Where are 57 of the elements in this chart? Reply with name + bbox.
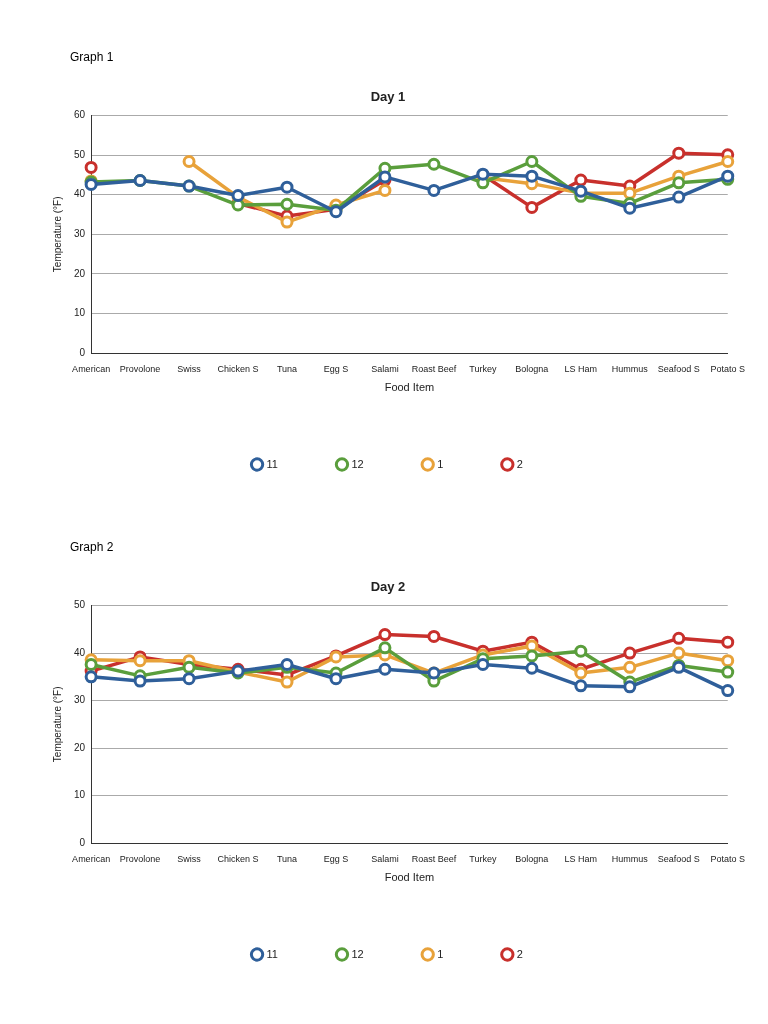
x-tick-label: Tuna [276, 363, 298, 374]
x-tick-label: Chicken S [217, 363, 259, 374]
x-tick-label: Hummus [611, 853, 649, 864]
x-tick-label: Swiss [177, 853, 202, 864]
y-tick-label: 60 [74, 109, 86, 121]
y-tick-label: 0 [79, 346, 86, 358]
legend-label: 12 [351, 457, 364, 470]
x-axis-title: Food Item [384, 381, 435, 394]
chart-title: Day 2 [370, 579, 406, 595]
x-tick-label: American [72, 363, 111, 374]
x-tick-label: Potato S [710, 363, 745, 374]
x-tick-label: Bologna [515, 363, 549, 374]
x-tick-label: LS Ham [564, 363, 598, 374]
y-tick-label: 50 [74, 599, 86, 611]
y-tick-label: 30 [74, 228, 86, 240]
x-tick-label: Bologna [515, 853, 549, 864]
y-axis-title: Temperature (°F) [51, 686, 63, 763]
y-tick-label: 10 [74, 789, 86, 801]
y-tick-label: 30 [74, 694, 86, 706]
x-tick-label: Salami [371, 853, 399, 864]
caption: Graph 1 [70, 50, 115, 64]
x-tick-label: Salami [371, 363, 399, 374]
x-tick-label: Provolone [119, 363, 161, 374]
x-tick-label: Chicken S [217, 853, 259, 864]
x-tick-label: Egg S [323, 853, 349, 864]
x-tick-label: Tuna [276, 853, 298, 864]
x-tick-label: Swiss [177, 363, 202, 374]
x-tick-label: Seafood S [657, 853, 700, 864]
x-tick-label: Roast Beef [411, 853, 457, 864]
chart-title: Day 1 [370, 89, 406, 105]
legend-label: 11 [266, 947, 278, 960]
legend-label: 1 [437, 457, 444, 470]
x-tick-label: Turkey [469, 853, 497, 864]
x-tick-label: Potato S [710, 853, 745, 864]
x-axis-title: Food Item [384, 871, 435, 884]
x-tick-label: Seafood S [657, 363, 700, 374]
y-axis-title: Temperature (°F) [51, 196, 63, 273]
x-tick-label: LS Ham [564, 853, 598, 864]
x-tick-label: American [72, 853, 111, 864]
legend-label: 12 [351, 947, 364, 960]
y-tick-label: 20 [74, 267, 86, 279]
y-tick-label: 20 [74, 741, 86, 753]
x-tick-label: Provolone [119, 853, 161, 864]
x-tick-label: Roast Beef [411, 363, 457, 374]
caption: Graph 2 [70, 540, 115, 554]
legend-label: 11 [266, 457, 278, 470]
x-tick-label: Egg S [323, 363, 349, 374]
x-tick-label: Turkey [469, 363, 497, 374]
y-tick-label: 0 [79, 836, 86, 848]
x-tick-label: Hummus [611, 363, 649, 374]
y-tick-label: 10 [74, 307, 86, 319]
y-tick-label: 40 [74, 646, 86, 658]
legend-label: 1 [437, 947, 444, 960]
legend-label: 2 [516, 457, 523, 470]
y-tick-label: 40 [74, 188, 86, 200]
legend-label: 2 [516, 947, 523, 960]
y-tick-label: 50 [74, 148, 86, 160]
